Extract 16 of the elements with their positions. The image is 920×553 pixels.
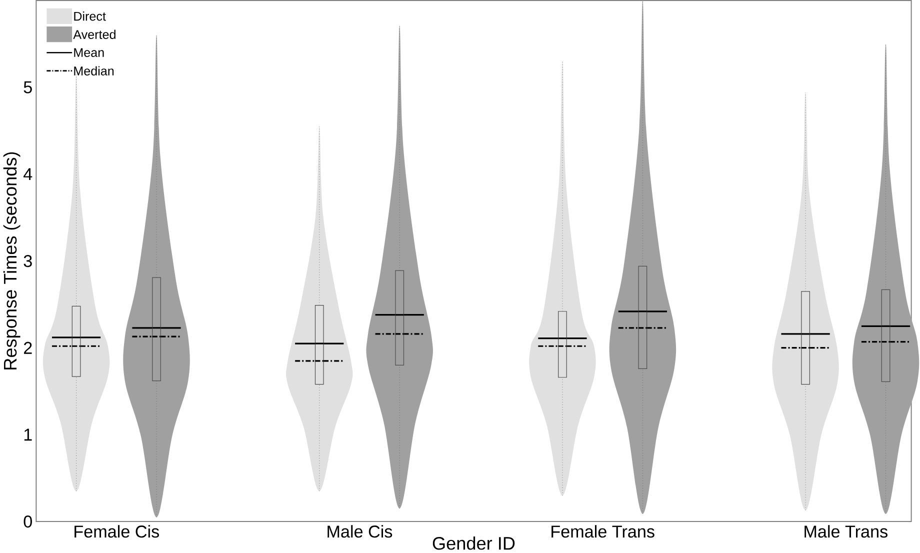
- x-tick-label: Female Cis: [74, 525, 159, 538]
- x-tick-label: Female Trans: [552, 525, 654, 538]
- y-tick-label: 1: [24, 428, 32, 440]
- x-tick-label: Male Cis: [328, 525, 392, 538]
- y-tick-label: 2: [24, 342, 32, 354]
- y-tick-label: 0: [24, 515, 32, 528]
- legend-label: Averted: [73, 30, 116, 39]
- x-axis-title: Gender ID: [432, 536, 515, 550]
- y-tick-label: 3: [24, 254, 32, 267]
- x-tick-label: Male Trans: [804, 525, 888, 538]
- legend-label: Direct: [74, 11, 106, 21]
- annotation: Median: [74, 66, 114, 76]
- y-axis-title: Response Times (seconds): [3, 152, 20, 370]
- y-tick-label: 4: [24, 168, 32, 180]
- y-tick-label: 5: [24, 81, 32, 94]
- annotation: Mean: [74, 48, 104, 57]
